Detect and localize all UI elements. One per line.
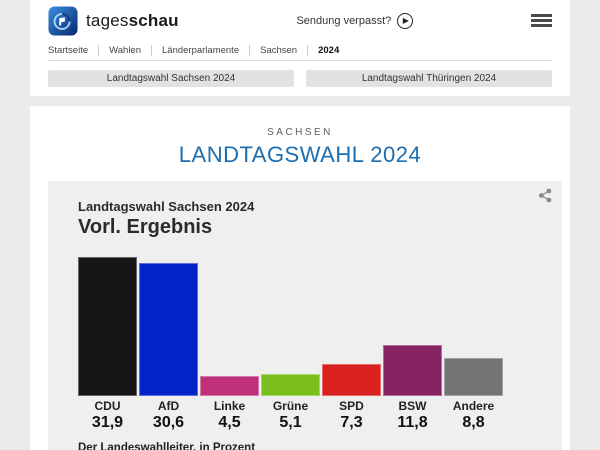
page: tagesschau Sendung verpasst? ▶ Startseit…: [30, 0, 570, 450]
page-kicker: SACHSEN: [267, 127, 333, 138]
bar-label-BSW: BSW: [398, 399, 427, 413]
bar-Grüne: [261, 374, 320, 396]
bar-column-BSW: BSW 11,8: [383, 345, 442, 432]
brand-bold: schau: [128, 10, 179, 30]
breadcrumb: Startseite Wahlen Länderparlamente Sachs…: [48, 41, 552, 61]
bar-Andere: [444, 358, 503, 396]
bar-AfD: [139, 263, 198, 396]
breadcrumb-wahlen[interactable]: Wahlen: [98, 45, 151, 56]
header-top-row: tagesschau Sendung verpasst? ▶: [48, 0, 552, 41]
bar-label-SPD: SPD: [339, 399, 364, 413]
breadcrumb-sachsen[interactable]: Sachsen: [249, 45, 307, 56]
results-chart: Landtagswahl Sachsen 2024 Vorl. Ergebnis…: [48, 181, 562, 450]
play-glyph: ▶: [402, 15, 409, 25]
bar-CDU: [78, 257, 137, 396]
bar-column-SPD: SPD 7,3: [322, 364, 381, 432]
content-card: SACHSEN LANDTAGSWAHL 2024 Landtagswahl S…: [30, 106, 570, 450]
brand-regular: tages: [86, 10, 129, 30]
share-icon[interactable]: [538, 188, 553, 203]
bar-value-SPD: 7,3: [340, 414, 363, 431]
bar-label-Grüne: Grüne: [272, 399, 309, 413]
bar-value-AfD: 30,6: [152, 414, 185, 431]
bar-column-CDU: CDU 31,9: [78, 257, 137, 432]
bar-value-BSW: 11,8: [397, 414, 428, 431]
bars-row: CDU 31,9 AfD 30,6 Linke 4,5 Grüne 5,1 SPD 7,3 BSW 1…: [78, 257, 562, 432]
bar-label-Andere: Andere: [452, 399, 495, 413]
bar-value-Andere: 8,8: [462, 414, 485, 431]
play-icon[interactable]: ▶: [397, 12, 414, 29]
chart-subtitle: Vorl. Ergebnis: [78, 216, 213, 238]
chart-source: Der Landeswahlleiter, in Prozent: [78, 442, 256, 450]
bar-Linke: [200, 376, 259, 396]
tagesschau-globe-icon: [48, 5, 78, 36]
bar-column-AfD: AfD 30,6: [139, 263, 198, 432]
brand-wordmark: tagesschau: [86, 11, 179, 31]
bar-label-AfD: AfD: [157, 399, 180, 413]
bar-column-Grüne: Grüne 5,1: [261, 374, 320, 432]
bar-SPD: [322, 364, 381, 396]
bar-column-Linke: Linke 4,5: [200, 376, 259, 432]
tab-landtagswahl-sachsen[interactable]: Landtagswahl Sachsen 2024: [48, 70, 294, 87]
section-gap: [30, 96, 570, 106]
bar-value-Linke: 4,5: [218, 414, 241, 431]
chart-title: Landtagswahl Sachsen 2024: [78, 199, 255, 214]
tagesschau-logo-link[interactable]: tagesschau: [48, 5, 179, 36]
bar-label-CDU: CDU: [94, 399, 121, 413]
bar-BSW: [383, 345, 442, 396]
tab-landtagswahl-thueringen[interactable]: Landtagswahl Thüringen 2024: [306, 70, 552, 87]
breadcrumb-startseite[interactable]: Startseite: [48, 45, 89, 56]
bar-column-Andere: Andere 8,8: [444, 358, 503, 432]
menu-icon[interactable]: [531, 11, 552, 29]
sendung-verpasst-label: Sendung verpasst?: [296, 14, 392, 27]
page-title: LANDTAGSWAHL 2024: [178, 142, 422, 167]
bar-value-CDU: 31,9: [91, 414, 124, 431]
breadcrumb-2024[interactable]: 2024: [307, 45, 349, 56]
bar-value-Grüne: 5,1: [279, 414, 302, 431]
site-header: tagesschau Sendung verpasst? ▶ Startseit…: [30, 0, 570, 96]
election-tabs: Landtagswahl Sachsen 2024 Landtagswahl T…: [48, 61, 552, 96]
breadcrumb-laenderparlamente[interactable]: Länderparlamente: [151, 45, 249, 56]
sendung-verpasst-link[interactable]: Sendung verpasst? ▶: [296, 12, 414, 29]
bar-label-Linke: Linke: [213, 399, 246, 413]
